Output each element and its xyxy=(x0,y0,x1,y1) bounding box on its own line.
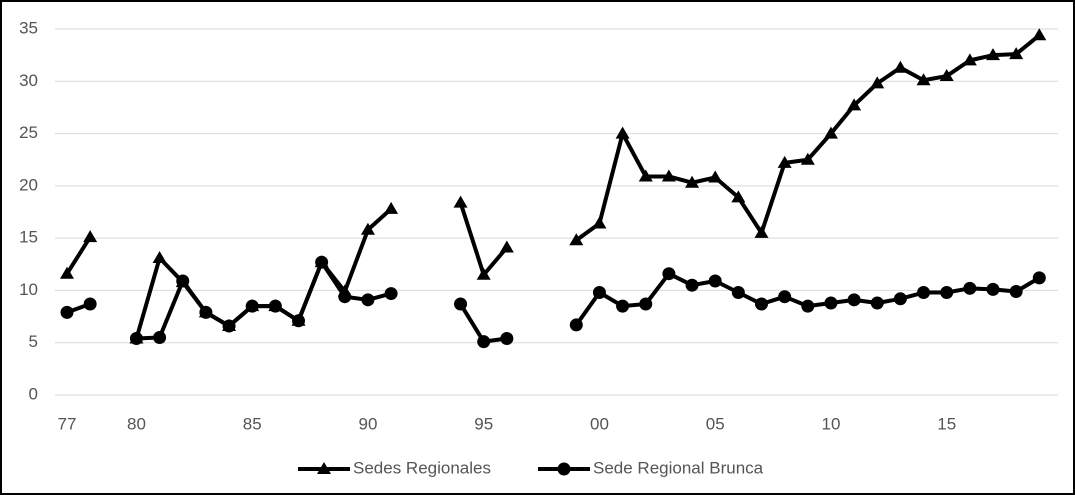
marker xyxy=(731,286,745,300)
marker xyxy=(847,293,861,307)
marker xyxy=(569,233,584,246)
marker xyxy=(917,286,931,300)
marker xyxy=(893,60,908,73)
marker xyxy=(823,126,838,139)
marker xyxy=(454,297,468,311)
y-tick-label: 35 xyxy=(19,18,38,37)
y-tick-label: 10 xyxy=(19,280,38,299)
marker xyxy=(1032,28,1047,41)
series-line xyxy=(66,260,1041,344)
y-tick-label: 20 xyxy=(19,175,38,194)
marker xyxy=(557,462,571,476)
x-tick-label: 80 xyxy=(127,414,146,433)
marker xyxy=(315,255,329,269)
marker xyxy=(754,225,769,238)
x-tick-label: 85 xyxy=(243,414,262,433)
marker xyxy=(777,155,792,168)
marker xyxy=(986,282,1000,296)
marker xyxy=(152,251,167,264)
marker xyxy=(893,292,907,306)
marker xyxy=(499,240,514,253)
marker xyxy=(638,169,653,182)
x-tick-label: 90 xyxy=(358,414,377,433)
marker xyxy=(453,195,468,208)
y-tick-label: 30 xyxy=(19,71,38,90)
marker xyxy=(338,290,352,304)
x-tick-label: 05 xyxy=(706,414,725,433)
marker xyxy=(1032,271,1046,285)
legend-label: Sede Regional Brunca xyxy=(593,458,764,477)
marker xyxy=(60,305,74,319)
marker xyxy=(615,126,630,139)
legend-label: Sedes Regionales xyxy=(353,458,491,477)
marker xyxy=(245,299,259,313)
marker xyxy=(616,299,630,313)
x-tick-label: 15 xyxy=(937,414,956,433)
marker xyxy=(592,286,606,300)
marker xyxy=(731,190,746,203)
marker xyxy=(476,267,491,280)
marker xyxy=(360,222,375,235)
marker xyxy=(685,175,700,188)
marker xyxy=(916,73,931,86)
marker xyxy=(384,287,398,301)
marker xyxy=(662,267,676,281)
marker xyxy=(1009,47,1024,60)
marker xyxy=(800,152,815,165)
marker xyxy=(661,169,676,182)
marker xyxy=(176,274,190,288)
marker xyxy=(361,293,375,307)
marker xyxy=(755,297,768,311)
marker xyxy=(962,53,977,66)
marker xyxy=(222,319,236,333)
marker xyxy=(500,332,514,346)
marker xyxy=(801,299,815,313)
marker xyxy=(477,335,491,349)
y-tick-label: 15 xyxy=(19,228,38,247)
marker xyxy=(870,76,885,89)
x-tick-label: 10 xyxy=(821,414,840,433)
marker xyxy=(317,462,331,474)
marker xyxy=(870,296,884,310)
marker xyxy=(83,297,97,311)
y-tick-label: 25 xyxy=(19,123,38,142)
marker xyxy=(1009,284,1023,298)
x-tick-label: 77 xyxy=(58,414,77,433)
x-tick-label: 00 xyxy=(590,414,609,433)
marker xyxy=(592,216,607,229)
marker xyxy=(129,332,143,346)
marker xyxy=(778,290,792,304)
y-tick-label: 5 xyxy=(29,332,38,351)
y-tick-label: 0 xyxy=(29,384,38,403)
marker xyxy=(708,170,723,183)
x-tick-label: 95 xyxy=(474,414,493,433)
marker xyxy=(963,281,977,295)
marker xyxy=(939,69,954,82)
marker xyxy=(986,48,1000,61)
marker xyxy=(268,299,282,313)
marker xyxy=(60,266,74,279)
marker xyxy=(847,98,862,111)
marker xyxy=(569,318,583,332)
marker xyxy=(639,297,653,311)
marker xyxy=(708,274,722,288)
marker xyxy=(83,230,98,243)
marker xyxy=(153,330,167,344)
marker xyxy=(940,286,954,300)
marker xyxy=(384,201,399,214)
marker xyxy=(824,296,838,310)
marker xyxy=(685,278,699,292)
marker xyxy=(199,305,213,319)
marker xyxy=(292,314,305,328)
